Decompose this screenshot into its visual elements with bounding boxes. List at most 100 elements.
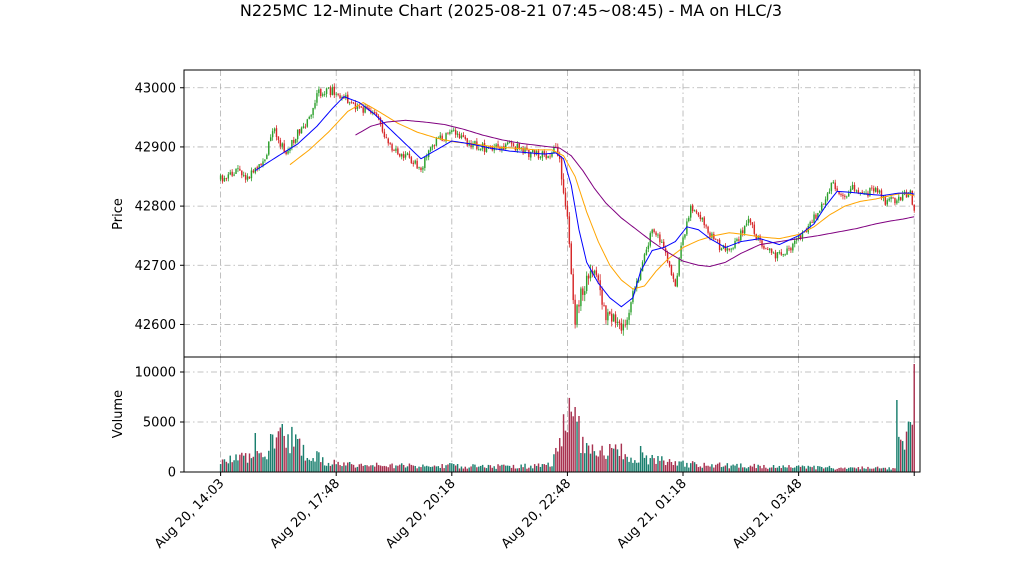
volume-bar (784, 467, 786, 472)
ma-fast-line (255, 96, 915, 308)
volume-bar (871, 468, 873, 472)
candle-body (558, 155, 561, 159)
candle-body (329, 87, 332, 96)
volume-bar (337, 461, 339, 472)
volume-bar (611, 447, 613, 472)
candle-body (304, 126, 307, 128)
volume-bar (705, 465, 707, 472)
candle-body (377, 116, 380, 119)
volume-bar (807, 465, 809, 472)
candle-body (695, 210, 698, 213)
candle-body (322, 94, 324, 96)
volume-bar (412, 465, 414, 472)
candle-body (853, 184, 856, 191)
candle-body (909, 190, 912, 194)
volume-bar (285, 447, 287, 472)
volume-bar (491, 467, 493, 472)
candle-body (753, 224, 756, 234)
volume-bar (372, 465, 374, 472)
candle-body (557, 146, 559, 156)
candle-body (483, 143, 486, 152)
volume-bar (888, 467, 890, 472)
volume-bar (227, 463, 230, 472)
volume-bar (724, 465, 727, 472)
candle-body (381, 123, 384, 132)
candle-body (822, 203, 825, 205)
candle-body (339, 95, 341, 99)
candle-body (788, 248, 790, 250)
volume-bar (375, 462, 378, 472)
volume-bar (742, 467, 744, 472)
candle-body (732, 248, 734, 250)
volume-bar (320, 462, 322, 472)
candle-body (668, 261, 671, 267)
volume-bar (747, 467, 750, 472)
volume-bar (404, 467, 407, 472)
candle-body (306, 119, 309, 127)
candle-body (273, 128, 276, 132)
candle-body (797, 235, 800, 239)
volume-bar (653, 458, 655, 472)
volume-bar (437, 466, 440, 472)
volume-bar (757, 464, 759, 472)
volume-bar (564, 430, 567, 472)
candle-body (466, 138, 468, 146)
volume-bar (300, 455, 303, 472)
candle-body (603, 305, 605, 306)
volume-bar (273, 448, 276, 472)
candle-body (316, 93, 318, 103)
candle-body (485, 147, 488, 153)
volume-bar (813, 465, 815, 472)
candle-body (478, 149, 480, 151)
volume-bar (426, 465, 428, 472)
volume-bar (903, 449, 906, 472)
candle-body (347, 94, 349, 104)
candle-body (672, 274, 675, 279)
volume-bar (553, 454, 555, 472)
candle-body (688, 217, 690, 221)
volume-bar (219, 464, 222, 472)
volume-bar (863, 468, 865, 472)
volume-bar (819, 466, 821, 472)
volume-bar (828, 465, 831, 472)
candle-body (464, 136, 467, 139)
volume-bar (381, 466, 384, 472)
candle-body (375, 113, 378, 116)
candle-body (801, 232, 804, 239)
candle-body (738, 239, 740, 241)
volume-bar (420, 467, 422, 472)
candle-body (474, 141, 476, 145)
candle-body (387, 138, 389, 144)
candle-body (555, 146, 557, 148)
candle-body (223, 178, 226, 182)
volume-bar (599, 450, 601, 472)
candle-body (847, 193, 850, 197)
candle-body (551, 152, 553, 157)
volume-bar (462, 468, 465, 472)
candle-body (393, 150, 395, 152)
volume-bar (503, 464, 505, 472)
candle-body (237, 168, 239, 170)
volume-bar (241, 452, 243, 472)
candle-body (285, 151, 287, 155)
candle-body (447, 133, 449, 135)
volume-bar (464, 466, 467, 472)
candle-body (686, 221, 688, 235)
volume-bar (591, 444, 594, 472)
candle-body (312, 107, 314, 115)
candle-body (275, 128, 278, 137)
candle-body (368, 107, 370, 111)
volume-y-ticks: 0 5000 10000 (135, 366, 184, 481)
volume-bar (364, 465, 366, 472)
candle-body (426, 156, 428, 158)
volume-bar (275, 437, 278, 472)
volume-bar (329, 465, 332, 472)
candle-body (512, 143, 515, 147)
volume-bar (861, 466, 863, 472)
price-y-tick-label: 42800 (135, 200, 176, 215)
volume-bar (293, 446, 295, 472)
volume-bar (616, 449, 619, 472)
volume-bar (666, 461, 669, 472)
volume-bar (699, 466, 702, 472)
candle-body (366, 106, 368, 109)
